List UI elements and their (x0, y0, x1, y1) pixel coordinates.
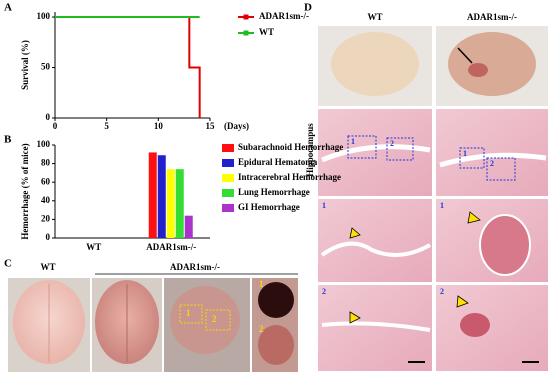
brain-slice (448, 32, 536, 96)
y-tick-label: 40 (41, 195, 51, 205)
panel-label: B (4, 134, 12, 146)
arrowhead (456, 295, 469, 308)
region-box (459, 147, 485, 169)
tissue (170, 286, 240, 354)
tissue-gap (321, 321, 431, 332)
inset-label: 2 (259, 324, 264, 334)
y-tick-label: 80 (41, 158, 51, 168)
bar (184, 215, 193, 238)
bar (157, 155, 166, 238)
x-tick-label: ADAR1sm-/- (146, 242, 196, 252)
y-tick-label: 0 (46, 112, 51, 122)
legend-swatch (222, 204, 234, 212)
zoom-label: 2 (322, 287, 326, 296)
zoom-label: 1 (322, 201, 326, 210)
zoom-label: 1 (440, 201, 444, 210)
bar (148, 152, 157, 238)
region-box (205, 309, 231, 331)
region-label: 1 (186, 308, 191, 318)
legend-swatch (222, 174, 234, 182)
x-axis-label: (Days) (224, 121, 249, 131)
vessel (479, 214, 531, 276)
y-tick-label: 0 (46, 232, 51, 242)
arrow (457, 47, 473, 64)
region-label: 2 (212, 314, 217, 324)
region-box (179, 304, 203, 324)
series-line (55, 16, 201, 118)
y-axis-label: Hemorrhage (% of mice) (20, 143, 30, 239)
column-label: WT (367, 12, 382, 22)
region-box (386, 137, 414, 161)
tissue-gap (321, 144, 431, 163)
region-box (486, 157, 516, 181)
region-label: 2 (390, 139, 394, 148)
region-label: 1 (351, 137, 355, 146)
legend-label: ADAR1sm-/- (259, 11, 309, 21)
brain-slice (331, 32, 419, 96)
x-tick-label: 5 (104, 121, 109, 131)
x-tick-label: 15 (206, 121, 216, 131)
y-tick-label: 100 (37, 139, 51, 149)
legend-label: GI Hemorrhage (238, 202, 300, 212)
legend-swatch (222, 159, 234, 167)
column-label: ADAR1sm-/- (467, 12, 517, 22)
arrowhead (349, 311, 361, 324)
legend-marker (243, 30, 249, 36)
bar (166, 169, 175, 238)
region-box (347, 135, 377, 159)
legend-label: Intracerebral Hemorrhage (238, 172, 341, 182)
histology (436, 285, 548, 371)
legend-label: Lung Hemorrhage (238, 187, 310, 197)
region-label: 2 (490, 159, 494, 168)
legend-label: Epidural Hematoma (238, 157, 318, 167)
histology (318, 109, 432, 196)
y-tick-label: 100 (37, 11, 51, 21)
hemorrhage (468, 63, 488, 77)
zoom-label: 2 (440, 287, 444, 296)
hemorrhage (258, 282, 294, 318)
legend-label: WT (259, 27, 274, 37)
panel-label: D (304, 2, 312, 14)
panel-label: C (4, 258, 12, 270)
tissue (258, 325, 294, 365)
group-label: ADAR1sm-/- (170, 262, 220, 272)
y-tick-label: 60 (41, 176, 51, 186)
x-tick-label: 0 (53, 121, 58, 131)
panel-label: A (4, 2, 12, 14)
y-axis-label: Survival (%) (20, 40, 30, 90)
arrowhead (349, 227, 361, 239)
histology (436, 109, 548, 196)
tissue-gap (439, 152, 547, 168)
x-tick-label: 10 (154, 121, 164, 131)
x-tick-label: WT (86, 242, 101, 252)
vessel (460, 313, 490, 337)
row-label: Hippocampus (305, 123, 315, 177)
y-tick-label: 20 (41, 213, 51, 223)
legend-swatch (222, 144, 234, 152)
bar (175, 169, 184, 238)
legend-label: Subarachnoid Hemorrhage (238, 142, 343, 152)
group-label: WT (40, 262, 55, 272)
y-tick-label: 50 (41, 62, 51, 72)
inset-label: 1 (259, 279, 264, 289)
legend-marker (243, 14, 249, 20)
histology (318, 199, 432, 282)
tissue-gap (320, 241, 431, 257)
legend-swatch (222, 189, 234, 197)
arrowhead (467, 211, 481, 224)
region-label: 1 (463, 149, 467, 158)
